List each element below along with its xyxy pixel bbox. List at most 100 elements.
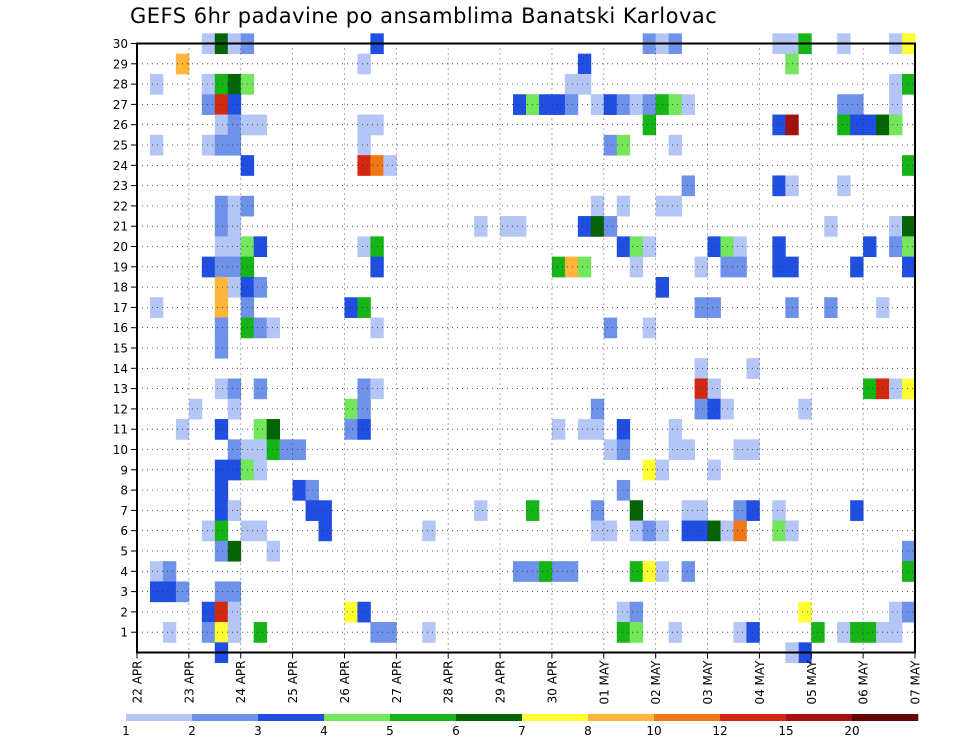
colorbar-segment (324, 714, 391, 721)
heatmap-cell (201, 256, 216, 278)
heatmap-cell (707, 236, 721, 258)
colorbar-segment (456, 714, 523, 721)
heatmap-cell (201, 622, 216, 643)
y-tick-label: 23 (113, 179, 128, 193)
heatmap-cell (681, 94, 695, 115)
y-tick-label: 12 (113, 402, 128, 416)
heatmap-cell (603, 94, 618, 115)
heatmap-cell (474, 500, 488, 521)
colorbar-label: 12 (712, 724, 727, 738)
y-tick-label: 21 (113, 220, 128, 234)
heatmap-cell (227, 540, 242, 562)
heatmap-cell (513, 561, 527, 582)
colorbar-segment (390, 714, 457, 721)
heatmap-cell (357, 297, 371, 318)
heatmap-cell (227, 439, 242, 461)
heatmap-cell (850, 256, 864, 278)
heatmap-cell (253, 236, 268, 258)
heatmap-cell (577, 256, 592, 278)
heatmap-cell (733, 256, 747, 278)
heatmap-cell (772, 500, 786, 521)
heatmap-cell (889, 378, 903, 400)
heatmap-cell (253, 114, 268, 136)
heatmap-cell (837, 94, 851, 115)
heatmap-cell (214, 94, 229, 115)
heatmap-cell (668, 419, 682, 440)
heatmap-cell (772, 236, 786, 258)
x-tick-label: 23 APR (182, 661, 196, 704)
heatmap-cell (863, 378, 877, 400)
colorbar-label: 20 (844, 724, 859, 738)
heatmap-cell (227, 622, 242, 643)
heatmap-cell (214, 114, 229, 136)
x-tick-label: 07 MAY (909, 660, 923, 705)
colorbar-label: 4 (320, 724, 328, 738)
heatmap-cell (214, 601, 229, 623)
heatmap-cell (629, 236, 644, 258)
heatmap-cell (824, 297, 838, 318)
heatmap-cell (253, 419, 268, 440)
heatmap-cell (616, 439, 631, 461)
colorbar-segment (522, 714, 589, 721)
heatmap-cell (733, 622, 747, 643)
heatmap-cell (383, 622, 397, 643)
y-tick-label: 26 (113, 118, 128, 132)
heatmap-cell (357, 398, 371, 420)
heatmap-cell (474, 216, 488, 237)
heatmap-cell (227, 601, 242, 623)
y-tick-label: 13 (113, 382, 128, 396)
heatmap-cell (629, 94, 644, 115)
heatmap-cell (642, 94, 657, 115)
heatmap-cell (837, 175, 851, 197)
y-tick-label: 22 (113, 199, 128, 213)
heatmap-cell (694, 520, 708, 542)
y-tick-label: 27 (113, 98, 128, 112)
colorbar-segment (588, 714, 655, 721)
heatmap-cell (227, 256, 242, 278)
heatmap-cell (383, 155, 397, 176)
heatmap-cell (564, 256, 579, 278)
heatmap-cell (551, 256, 566, 278)
heatmap-cell (227, 94, 242, 115)
heatmap-cell (253, 459, 268, 481)
colorbar-segment (654, 714, 721, 721)
colorbar-label: 3 (254, 724, 262, 738)
heatmap-cell (214, 479, 229, 501)
heatmap-cell (214, 276, 229, 298)
colorbar-label: 10 (646, 724, 661, 738)
heatmap-cell (824, 216, 838, 237)
heatmap-cell (577, 419, 592, 440)
heatmap-cell (292, 479, 306, 501)
heatmap-cell (902, 540, 916, 562)
heatmap-cell (357, 53, 371, 75)
ticks-layer: 1234567891011121314151617181920212223242… (113, 37, 923, 705)
x-tick-label: 30 APR (545, 661, 559, 704)
heatmap-cell (603, 520, 618, 542)
x-tick-label: 02 MAY (649, 660, 663, 705)
heatmap-cell (253, 622, 268, 643)
heatmap-cell (616, 622, 631, 643)
heatmap-cell (201, 134, 216, 156)
colorbar-label: 1 (122, 724, 130, 738)
x-tick-label: 05 MAY (805, 660, 819, 705)
x-tick-label: 24 APR (234, 661, 248, 704)
heatmap-cell (733, 500, 747, 521)
heatmap-cell (318, 520, 332, 542)
heatmap-cell (500, 216, 514, 237)
heatmap-cell (149, 581, 164, 603)
heatmap-cell (227, 216, 242, 237)
heatmap-cell (889, 94, 903, 115)
colorbar-segment (852, 714, 919, 721)
heatmap-cell (668, 195, 682, 217)
heatmap-cell (201, 73, 216, 95)
heatmap-cell (149, 561, 164, 582)
x-tick-label: 27 APR (390, 661, 404, 704)
heatmap-cell (149, 73, 164, 95)
heatmap-cell (707, 378, 721, 400)
y-tick-label: 17 (113, 301, 128, 315)
y-tick-label: 9 (120, 463, 128, 477)
heatmap-cell (616, 601, 631, 623)
y-tick-label: 19 (113, 260, 128, 274)
heatmap-cell (889, 216, 903, 237)
